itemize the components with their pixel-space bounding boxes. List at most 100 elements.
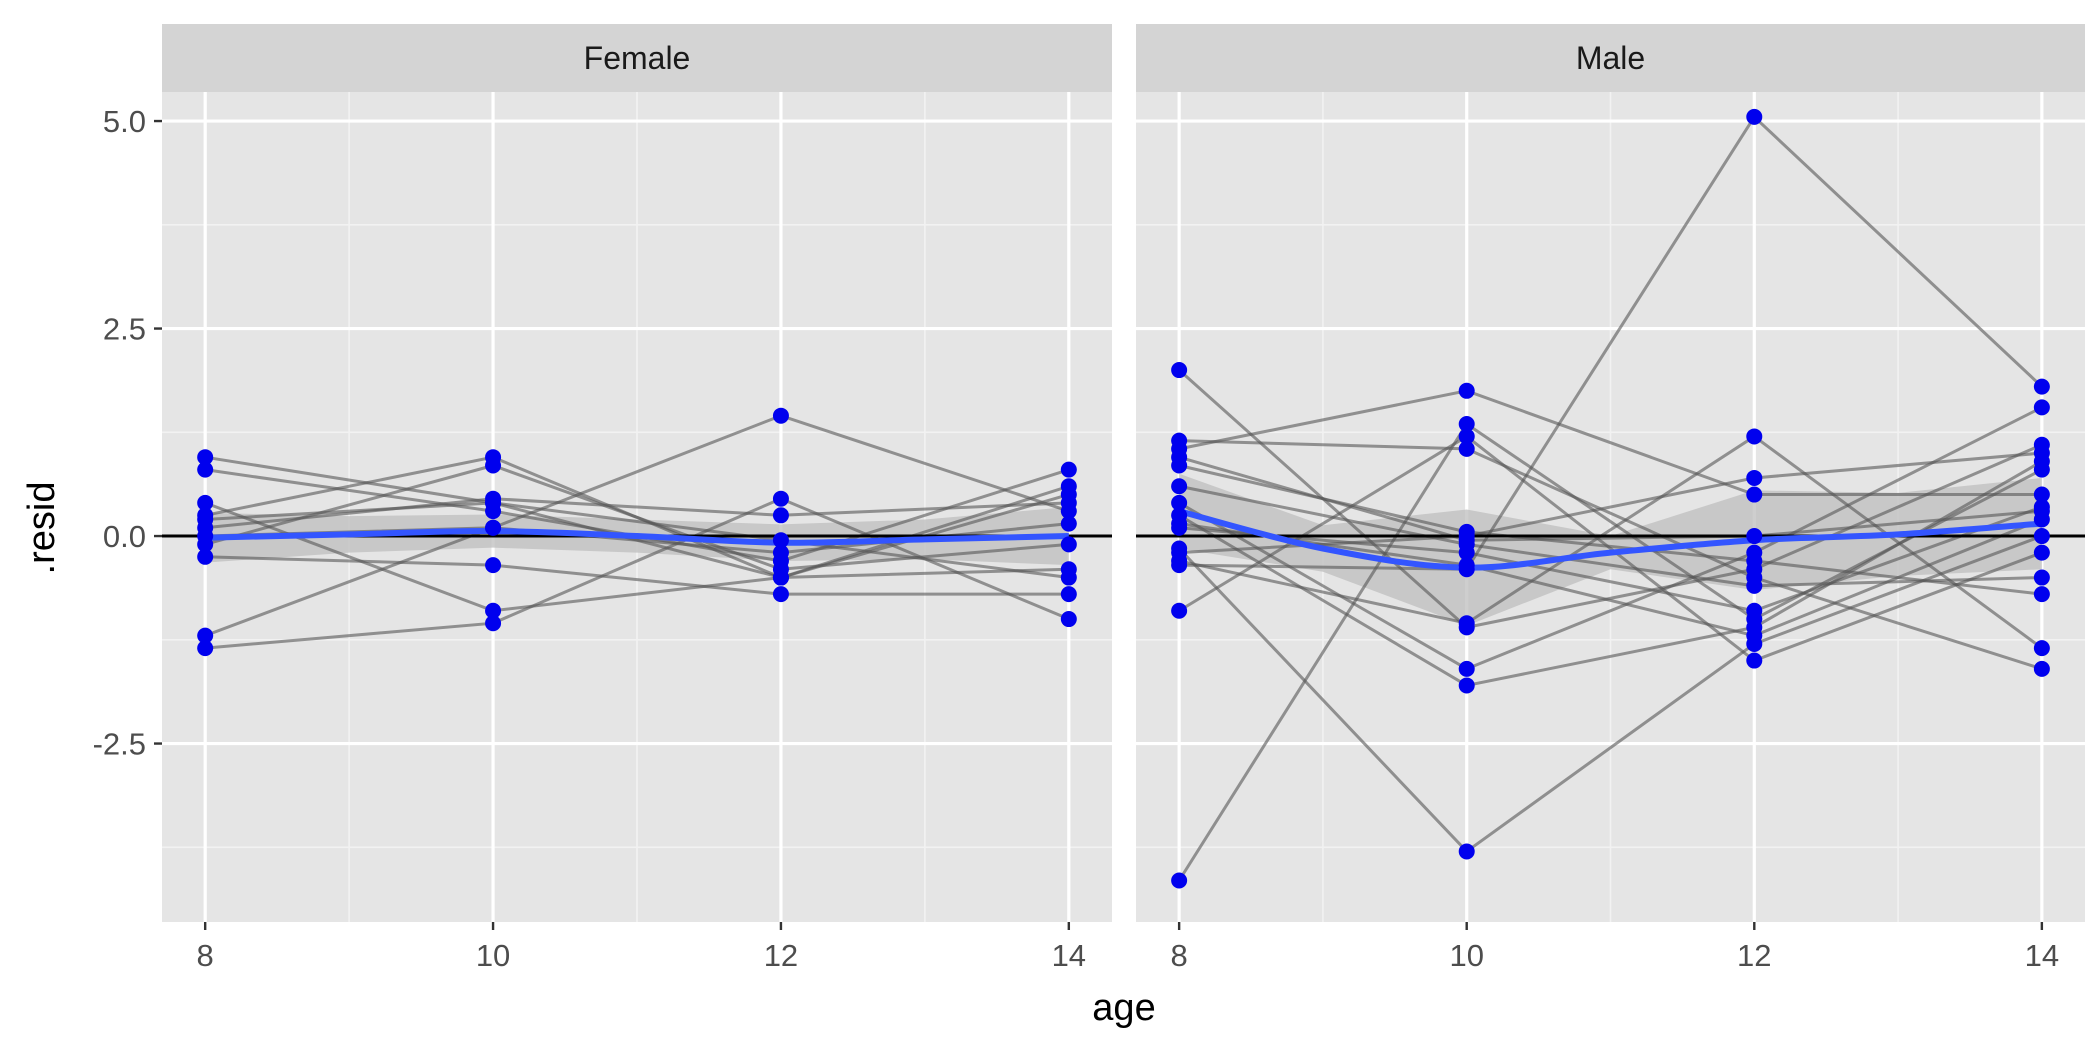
data-point <box>1171 602 1188 619</box>
data-point <box>197 640 214 657</box>
subject-line <box>204 414 1070 638</box>
y-axis: -2.5 0.0 2.5 5.0 <box>93 104 162 762</box>
data-point <box>2033 399 2050 416</box>
data-point <box>1746 486 1763 503</box>
data-point <box>1171 457 1188 474</box>
x-tick-label: 14 <box>2025 938 2059 973</box>
data-point <box>485 602 502 619</box>
x-tick-label: 10 <box>1449 938 1483 973</box>
x-tick-label: 10 <box>476 938 510 973</box>
data-point <box>1458 428 1475 445</box>
x-tick-label: 8 <box>1171 938 1188 973</box>
data-point <box>1060 461 1077 478</box>
data-point <box>1060 515 1077 532</box>
y-axis-title: .resid <box>21 482 63 575</box>
data-point <box>485 519 502 536</box>
data-point <box>2033 486 2050 503</box>
data-point <box>2033 660 2050 677</box>
smooth-line <box>205 528 1069 546</box>
data-point <box>1060 536 1077 553</box>
data-point <box>2033 640 2050 657</box>
data-point <box>2033 499 2050 515</box>
data-point <box>772 490 789 507</box>
data-point <box>1458 440 1475 457</box>
data-point <box>2033 569 2050 586</box>
data-point <box>772 507 789 524</box>
subject-line <box>205 501 1070 580</box>
panel-male: Male 8 10 12 14 <box>1136 24 2085 973</box>
data-point <box>1458 557 1475 574</box>
subject-line <box>1178 389 2042 497</box>
data-point <box>1458 528 1475 545</box>
data-point <box>2033 544 2050 561</box>
data-point <box>2033 528 2050 545</box>
data-point <box>1458 544 1475 561</box>
data-point <box>197 494 214 511</box>
data-point <box>1458 615 1475 632</box>
subject-line <box>1179 439 2043 671</box>
data-point <box>2033 586 2050 603</box>
data-point <box>1060 503 1077 520</box>
subject-line <box>205 555 1069 596</box>
data-point <box>1458 416 1475 432</box>
data-point <box>772 532 789 549</box>
data-point <box>1171 872 1188 889</box>
data-point <box>485 615 502 632</box>
data-point <box>197 511 214 528</box>
data-point <box>485 557 502 574</box>
data-point <box>1458 677 1475 694</box>
x-tick-label: 14 <box>1052 938 1086 973</box>
data-point <box>1171 544 1188 561</box>
subject-line <box>1179 505 2043 613</box>
data-point <box>2033 461 2050 478</box>
data-point <box>1060 586 1077 603</box>
subject-line <box>1177 421 2043 882</box>
data-point <box>1060 611 1077 628</box>
data-point <box>2033 378 2050 395</box>
data-point <box>1171 515 1188 532</box>
data-point <box>1171 478 1188 495</box>
data-point <box>1746 428 1763 445</box>
data-point <box>2033 445 2050 462</box>
subject-line <box>1178 534 2043 854</box>
panel-female: Female 8 10 12 14 <box>162 24 1112 973</box>
data-point <box>1746 469 1763 486</box>
data-point <box>1458 382 1475 399</box>
y-tick-label: 2.5 <box>103 312 146 347</box>
facet-strip-label: Female <box>584 40 691 76</box>
x-tick-label: 8 <box>197 938 214 973</box>
y-tick-label: 5.0 <box>103 104 146 139</box>
data-point <box>197 449 214 466</box>
data-point <box>1746 627 1763 644</box>
data-point <box>1746 577 1763 594</box>
subject-line <box>1179 114 2043 571</box>
data-point <box>485 457 502 474</box>
subject-line <box>1178 434 2043 663</box>
subject-line <box>1178 484 2042 588</box>
data-point <box>485 494 502 511</box>
data-point <box>772 586 789 603</box>
data-point <box>197 536 214 553</box>
facet-strip <box>162 24 1112 92</box>
x-tick-label: 12 <box>764 938 798 973</box>
data-point <box>1458 660 1475 677</box>
x-tick-label: 12 <box>1737 938 1771 973</box>
data-point <box>1746 652 1763 669</box>
facet-strip <box>1136 24 2085 92</box>
subject-line <box>1178 434 2043 650</box>
data-point <box>2033 511 2050 528</box>
y-tick-label: 0.0 <box>103 519 146 554</box>
data-point <box>197 461 214 478</box>
data-point <box>1171 362 1188 379</box>
data-point <box>1746 528 1763 545</box>
subject-line <box>1178 406 2043 671</box>
data-point <box>1060 569 1077 586</box>
data-point <box>197 627 214 644</box>
data-point <box>1746 602 1763 619</box>
subject-line <box>204 484 1070 613</box>
data-point <box>772 544 789 561</box>
subject-line <box>204 463 1069 571</box>
data-point <box>772 407 789 424</box>
subject-line <box>205 497 1069 530</box>
